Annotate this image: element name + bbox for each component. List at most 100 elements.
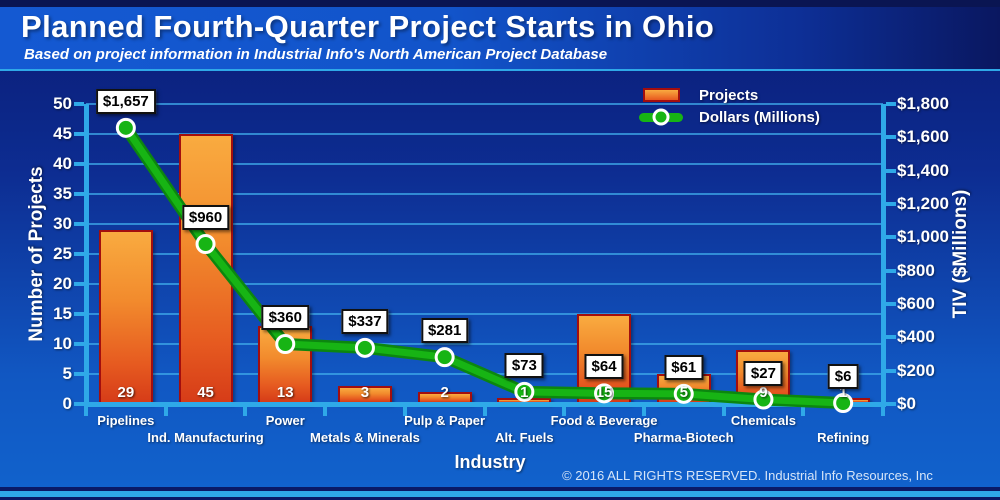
left-axis-tick [74, 252, 84, 256]
x-axis-tick [402, 407, 407, 416]
left-axis-tick [74, 132, 84, 136]
left-axis-tick-label: 25 [53, 244, 72, 263]
right-axis-tick-label: $800 [897, 260, 935, 280]
left-axis-tick-label: 0 [62, 394, 72, 413]
legend-item-projects: Projects [633, 84, 820, 106]
dollar-value-label: $1,657 [95, 88, 156, 114]
right-axis-tick-label: $1,800 [897, 94, 949, 113]
bar-value-label: 3 [360, 384, 370, 401]
legend-item-dollars: Dollars (Millions) [633, 106, 820, 128]
left-axis-title: Number of Projects [26, 166, 47, 342]
bottom-border-cyan [0, 491, 1000, 497]
page-subtitle: Based on project information in Industri… [24, 46, 608, 63]
right-axis-title: TIV ($Millions) [950, 189, 971, 319]
left-axis-tick [74, 192, 84, 196]
bar [98, 230, 153, 404]
legend-swatch-cell [633, 108, 689, 126]
x-axis-title: Industry [454, 452, 526, 472]
right-axis-tick-label: $1,400 [897, 160, 949, 180]
x-axis-tick [243, 407, 248, 416]
category-label: Food & Beverage [550, 413, 658, 428]
right-axis-tick-label: $600 [897, 294, 935, 313]
category-label: Ind. Manufacturing [147, 430, 264, 445]
bar-value-label: 9 [759, 384, 768, 401]
right-axis-tick-label: $1,600 [897, 127, 949, 147]
left-axis-tick-label: 35 [53, 184, 72, 203]
legend-label-projects: Projects [699, 86, 759, 104]
bar-value-label: 45 [197, 384, 214, 401]
bar-value-label: 13 [276, 384, 294, 401]
right-axis-tick [886, 235, 896, 240]
right-axis-tick-label: $400 [897, 327, 935, 347]
category-label: Refining [817, 430, 870, 445]
category-label: Pipelines [97, 413, 155, 428]
bar-value-label: 1 [520, 384, 529, 401]
dollar-value-label: $960 [181, 205, 230, 230]
dollar-value-label: $64 [584, 354, 624, 380]
left-axis-tick [74, 102, 84, 106]
category-label: Chemicals [730, 413, 796, 428]
bar-value-label: 15 [595, 384, 613, 401]
left-axis-tick-label: 10 [53, 334, 72, 353]
right-axis-tick-label: $200 [897, 360, 935, 380]
right-axis-tick [886, 268, 896, 273]
dollar-value-label: $281 [420, 318, 469, 344]
right-axis-tick [886, 368, 896, 373]
x-axis-tick [641, 407, 646, 416]
x-axis-tick [163, 407, 168, 416]
x-axis-tick [721, 407, 726, 416]
left-axis-tick [74, 282, 84, 286]
left-axis-tick [74, 312, 84, 316]
right-axis-tick [886, 102, 896, 106]
right-axis-tick [886, 402, 896, 406]
category-label: Pulp & Paper [404, 413, 486, 428]
category-label: Alt. Fuels [495, 430, 554, 445]
left-axis-tick-label: 30 [53, 214, 72, 233]
category-label: Pharma-Biotech [633, 430, 734, 445]
x-axis-tick [562, 407, 567, 416]
left-axis-tick-label: 5 [62, 364, 72, 383]
left-axis-tick-label: 20 [53, 274, 72, 293]
x-axis-tick [323, 407, 328, 416]
copyright-text: © 2016 ALL RIGHTS RESERVED. Industrial I… [562, 468, 933, 483]
bar-value-label: 5 [679, 384, 688, 401]
gridline [86, 103, 883, 105]
bar [178, 134, 233, 404]
dollar-value-label: $27 [743, 360, 783, 386]
x-axis-tick [84, 407, 88, 416]
right-axis-tick [886, 168, 896, 173]
x-axis-tick [801, 407, 806, 416]
left-axis-tick [74, 222, 84, 226]
dollars-point-marker [434, 347, 455, 368]
bottom-border-dark [0, 487, 1000, 491]
left-axis-tick [74, 342, 84, 346]
x-axis-tick [482, 407, 487, 416]
dollar-value-label: $360 [261, 305, 309, 330]
right-axis-tick-label: $1,000 [897, 227, 949, 247]
page-title: Planned Fourth-Quarter Project Starts in… [21, 9, 715, 44]
y-axis-left [84, 104, 89, 407]
x-axis-tick [881, 407, 885, 416]
bar-value-label: 29 [117, 384, 135, 401]
category-label: Metals & Minerals [310, 430, 420, 445]
right-axis-tick [886, 302, 896, 306]
dollar-value-label: $337 [341, 308, 389, 334]
dollar-value-label: $73 [504, 352, 544, 378]
header-band [0, 7, 1000, 69]
header-divider [0, 69, 1000, 71]
left-axis-tick [74, 162, 84, 166]
right-axis-tick-label: $1,200 [897, 194, 949, 213]
dollar-value-label: $6 [827, 364, 859, 389]
left-axis-tick [74, 372, 84, 376]
top-strip [0, 0, 1000, 7]
left-axis-tick-label: 50 [53, 94, 72, 113]
right-axis-tick [886, 135, 896, 140]
legend-label-dollars: Dollars (Millions) [699, 108, 820, 126]
right-axis-tick [886, 335, 896, 340]
legend: Projects Dollars (Millions) [633, 84, 820, 128]
left-axis-tick-label: 15 [53, 304, 72, 323]
left-axis-tick [74, 402, 84, 406]
bottom-border-dark-2 [0, 497, 1000, 500]
dollars-marker-icon [652, 108, 670, 126]
